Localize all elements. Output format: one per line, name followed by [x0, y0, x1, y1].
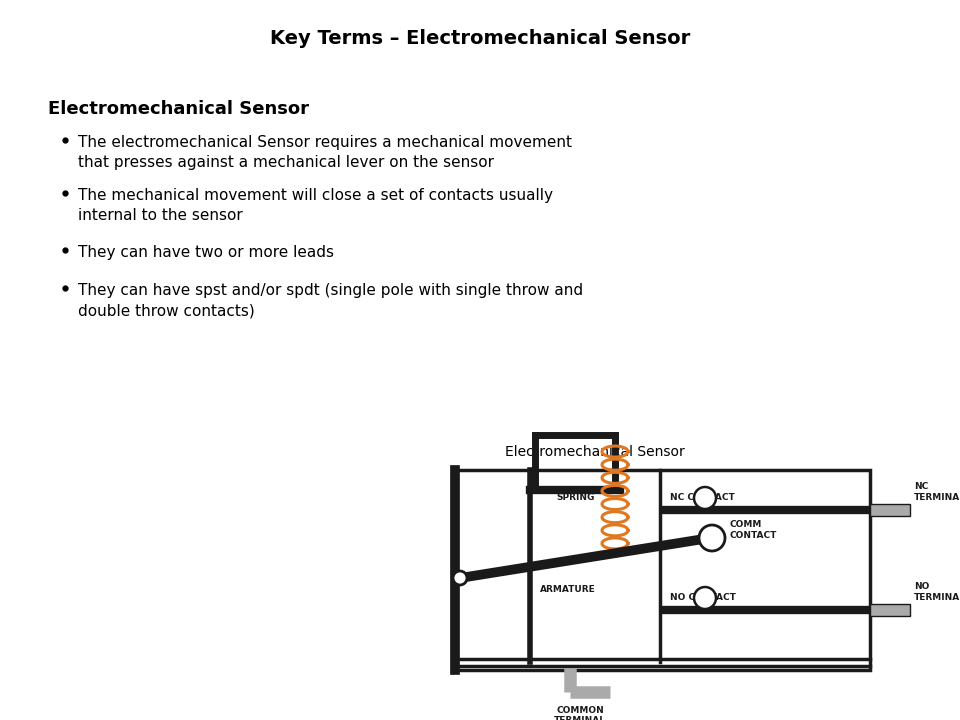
Circle shape — [453, 571, 467, 585]
Text: COMM
CONTACT: COMM CONTACT — [730, 521, 778, 540]
Bar — [455, 470, 870, 670]
Text: Electromechanical Sensor: Electromechanical Sensor — [48, 100, 309, 118]
Circle shape — [699, 525, 725, 551]
Bar — [870, 604, 910, 616]
Text: The electromechanical Sensor requires a mechanical movement
that presses against: The electromechanical Sensor requires a … — [78, 135, 572, 171]
Text: NO
TERMINAL: NO TERMINAL — [914, 582, 960, 602]
Text: NC
TERMINAL: NC TERMINAL — [914, 482, 960, 502]
Text: SPRING: SPRING — [557, 493, 595, 502]
Text: NC CONTACT: NC CONTACT — [670, 493, 734, 503]
Circle shape — [694, 487, 716, 509]
Circle shape — [694, 587, 716, 609]
Text: Key Terms – Electromechanical Sensor: Key Terms – Electromechanical Sensor — [270, 29, 690, 48]
Bar — [870, 504, 910, 516]
Text: ARMATURE: ARMATURE — [540, 585, 596, 595]
Text: The mechanical movement will close a set of contacts usually
internal to the sen: The mechanical movement will close a set… — [78, 188, 553, 223]
Text: They can have spst and/or spdt (single pole with single throw and
double throw c: They can have spst and/or spdt (single p… — [78, 283, 583, 318]
Text: Electromechanical Sensor: Electromechanical Sensor — [505, 445, 684, 459]
Text: COMMON
TERMINAL: COMMON TERMINAL — [554, 706, 606, 720]
Text: NO CONTACT: NO CONTACT — [670, 593, 736, 603]
Text: They can have two or more leads: They can have two or more leads — [78, 245, 334, 260]
